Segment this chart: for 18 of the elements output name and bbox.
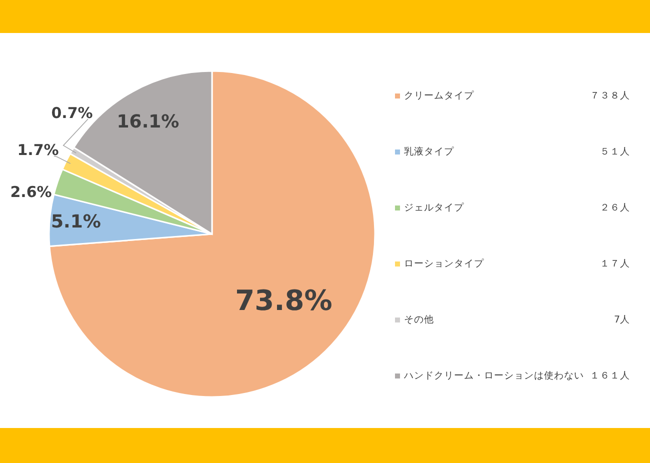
legend-label: ジェルタイプ xyxy=(404,202,465,214)
text: ２６人 xyxy=(600,202,630,214)
data-label: 5.1% xyxy=(51,212,101,232)
legend-label: 乳液タイプ xyxy=(404,146,455,158)
legend-label: ローションタイプ xyxy=(404,258,485,270)
text: １６１人 xyxy=(590,370,630,382)
legend-label: クリームタイプ xyxy=(404,90,475,102)
text: ５１人 xyxy=(600,146,630,158)
data-label: 0.7% xyxy=(51,104,93,122)
text: １７人 xyxy=(600,258,630,270)
data-label: 2.6% xyxy=(10,183,52,201)
data-label: 16.1% xyxy=(116,112,180,132)
text: ７３８人 xyxy=(590,90,630,102)
data-label: 73.8% xyxy=(235,284,332,317)
legend-label: その他 xyxy=(404,314,434,326)
legend-label: ハンドクリーム・ローションは使わない xyxy=(403,370,584,382)
text: 7人 xyxy=(614,314,630,326)
data-label: 1.7% xyxy=(17,141,59,159)
